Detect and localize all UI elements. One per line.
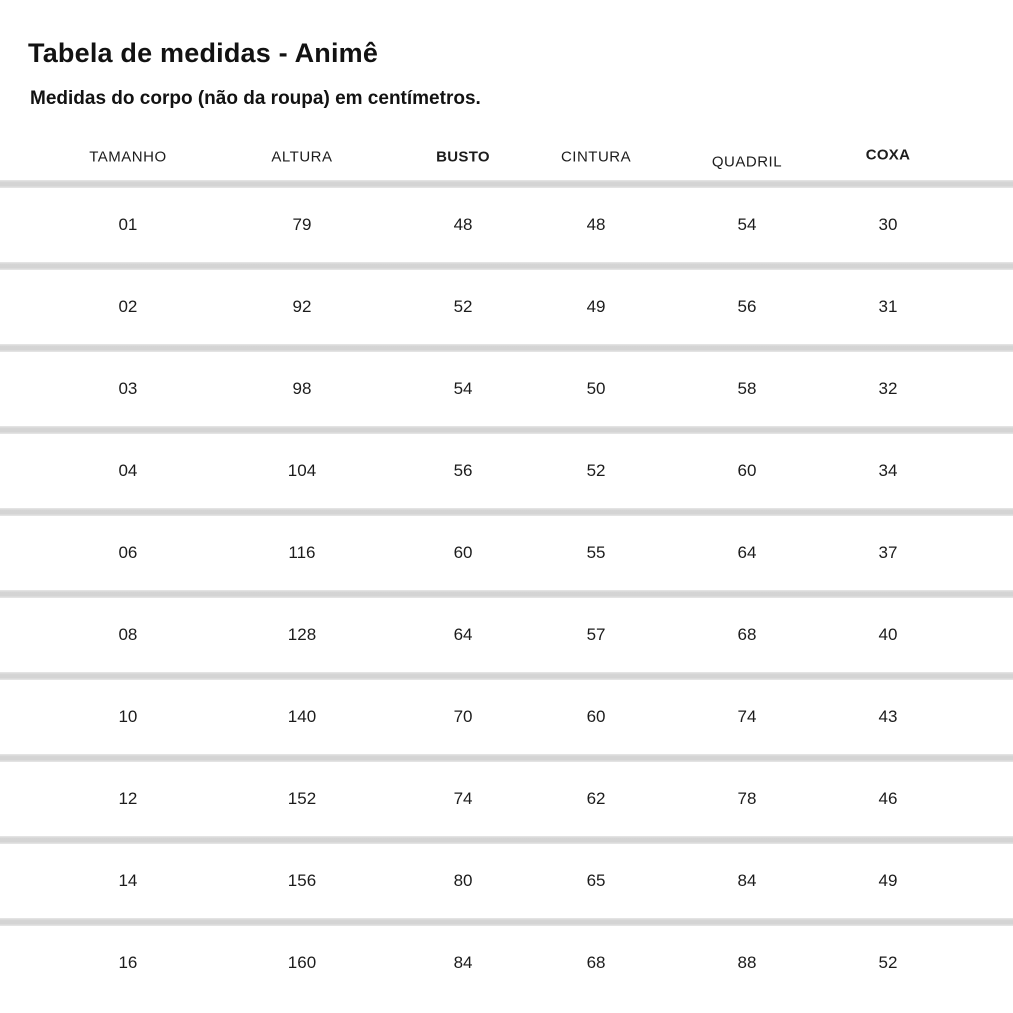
page-title: Tabela de medidas - Animê — [28, 38, 379, 68]
cell-busto: 48 — [453, 215, 473, 234]
table-row: 02 92 52 49 56 31 — [0, 270, 1013, 344]
cell-altura: 152 — [287, 789, 317, 808]
row-separator — [0, 672, 1013, 680]
cell-cintura: 55 — [586, 543, 606, 562]
row-separator — [0, 426, 1013, 434]
cell-cintura: 48 — [586, 215, 606, 234]
cell-quadril: 56 — [737, 297, 757, 316]
cell-cintura: 62 — [586, 789, 606, 808]
cell-coxa: 31 — [878, 297, 898, 316]
cell-cintura: 50 — [586, 379, 606, 398]
table-row: 16 160 84 68 88 52 — [0, 926, 1013, 1000]
cell-quadril: 58 — [737, 379, 757, 398]
cell-cintura: 68 — [586, 953, 606, 972]
cell-coxa: 30 — [878, 215, 898, 234]
cell-altura: 160 — [287, 953, 317, 972]
column-header-busto: BUSTO — [436, 148, 490, 166]
column-header-tamanho: TAMANHO — [89, 148, 167, 166]
cell-busto: 64 — [453, 625, 473, 644]
row-separator — [0, 262, 1013, 270]
column-header-quadril: QUADRIL — [711, 153, 783, 171]
cell-quadril: 84 — [737, 871, 757, 890]
cell-cintura: 65 — [586, 871, 606, 890]
row-separator — [0, 508, 1013, 516]
row-separator — [0, 180, 1013, 188]
cell-tamanho: 06 — [118, 543, 138, 562]
cell-coxa: 37 — [878, 543, 898, 562]
cell-coxa: 46 — [878, 789, 898, 808]
cell-coxa: 40 — [878, 625, 898, 644]
cell-altura: 98 — [292, 379, 312, 398]
cell-quadril: 60 — [737, 461, 757, 480]
cell-coxa: 34 — [878, 461, 898, 480]
cell-coxa: 32 — [878, 379, 898, 398]
cell-tamanho: 01 — [118, 215, 138, 234]
cell-busto: 70 — [453, 707, 473, 726]
table-row: 12 152 74 62 78 46 — [0, 762, 1013, 836]
cell-busto: 52 — [453, 297, 473, 316]
table-row: 04 104 56 52 60 34 — [0, 434, 1013, 508]
table-row: 08 128 64 57 68 40 — [0, 598, 1013, 672]
cell-altura: 104 — [287, 461, 317, 480]
table-row: 10 140 70 60 74 43 — [0, 680, 1013, 754]
cell-cintura: 52 — [586, 461, 606, 480]
cell-tamanho: 03 — [118, 379, 138, 398]
cell-altura: 116 — [288, 543, 316, 562]
cell-tamanho: 10 — [118, 707, 138, 726]
column-header-cintura: CINTURA — [560, 148, 632, 166]
cell-altura: 140 — [287, 707, 317, 726]
table-row: 06 116 60 55 64 37 — [0, 516, 1013, 590]
cell-tamanho: 08 — [118, 625, 138, 644]
table-header-row: TAMANHO ALTURA BUSTO CINTURA QUADRIL COXA — [0, 131, 1013, 183]
cell-tamanho: 02 — [118, 297, 138, 316]
cell-quadril: 74 — [737, 707, 757, 726]
cell-tamanho: 16 — [118, 953, 138, 972]
cell-quadril: 64 — [737, 543, 757, 562]
row-separator — [0, 836, 1013, 844]
row-separator — [0, 344, 1013, 352]
cell-cintura: 60 — [586, 707, 606, 726]
cell-tamanho: 12 — [118, 789, 138, 808]
table-row: 03 98 54 50 58 32 — [0, 352, 1013, 426]
cell-busto: 60 — [453, 543, 473, 562]
cell-coxa: 49 — [878, 871, 898, 890]
page-subtitle: Medidas do corpo (não da roupa) em centí… — [30, 88, 481, 109]
cell-cintura: 57 — [586, 625, 606, 644]
cell-altura: 92 — [292, 297, 312, 316]
row-separator — [0, 918, 1013, 926]
cell-busto: 80 — [453, 871, 473, 890]
cell-altura: 128 — [287, 625, 317, 644]
cell-busto: 56 — [453, 461, 473, 480]
row-separator — [0, 754, 1013, 762]
cell-altura: 156 — [287, 871, 317, 890]
cell-quadril: 88 — [737, 953, 757, 972]
column-header-altura: ALTURA — [271, 148, 333, 166]
table-row: 14 156 80 65 84 49 — [0, 844, 1013, 918]
cell-tamanho: 04 — [118, 461, 138, 480]
cell-quadril: 68 — [737, 625, 757, 644]
cell-busto: 54 — [453, 379, 473, 398]
row-separator — [0, 590, 1013, 598]
cell-altura: 79 — [292, 215, 312, 234]
cell-quadril: 54 — [737, 215, 757, 234]
cell-cintura: 49 — [586, 297, 606, 316]
cell-tamanho: 14 — [118, 871, 138, 890]
cell-coxa: 43 — [878, 707, 898, 726]
table-row: 01 79 48 48 54 30 — [0, 188, 1013, 262]
cell-quadril: 78 — [737, 789, 757, 808]
cell-busto: 84 — [453, 953, 473, 972]
column-header-coxa: COXA — [865, 146, 911, 164]
cell-busto: 74 — [453, 789, 473, 808]
cell-coxa: 52 — [878, 953, 898, 972]
table-body: 01 79 48 48 54 30 02 92 52 49 56 31 03 98 54 50 58 32 04 10… — [0, 180, 1013, 1000]
